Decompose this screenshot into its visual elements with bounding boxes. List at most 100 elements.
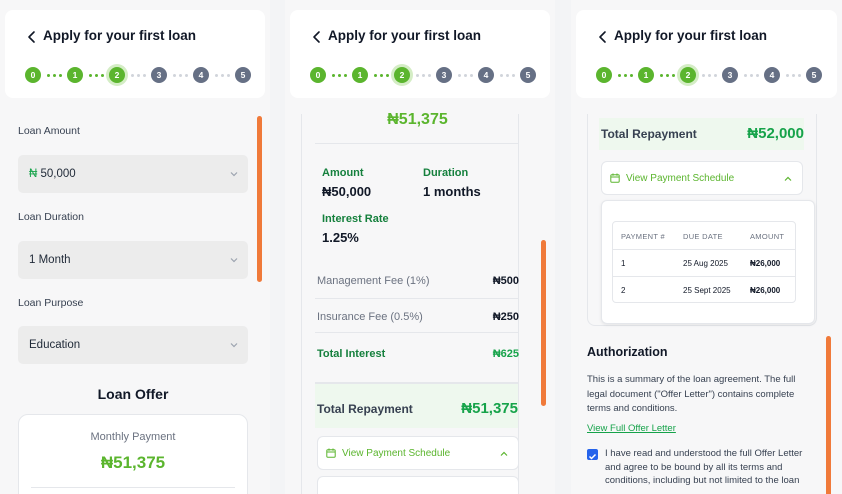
authorization-text: This is a summary of the loan agreement.…: [587, 374, 796, 414]
loan-duration-label: Loan Duration: [18, 211, 84, 223]
back-arrow-icon[interactable]: [310, 30, 324, 44]
header: Apply for your first loan 0 1 2 3 4 5: [290, 10, 550, 98]
loan-purpose-select[interactable]: Education: [18, 326, 248, 364]
chevron-down-icon: [230, 258, 238, 263]
step-5: 5: [235, 67, 251, 83]
step-5: 5: [520, 67, 536, 83]
back-arrow-icon[interactable]: [596, 30, 610, 44]
chevron-up-icon: [784, 176, 792, 181]
divider: [315, 143, 518, 144]
loan-amount-label: Loan Amount: [18, 125, 80, 137]
insurance-fee-label: Insurance Fee (0.5%): [317, 311, 423, 323]
view-payment-schedule-button[interactable]: View Payment Schedule: [601, 161, 803, 195]
total-repayment-value: ₦51,375: [461, 400, 518, 417]
step-2: 2: [680, 67, 696, 83]
monthly-payment-value: ₦51,375: [100, 453, 166, 472]
chevron-down-icon: [230, 343, 238, 348]
loan-purpose-value: Education: [29, 339, 81, 351]
loan-purpose-label: Loan Purpose: [18, 297, 84, 309]
currency-symbol: ₦: [29, 168, 38, 180]
scrollbar[interactable]: [257, 116, 262, 282]
schedule-content-card: [317, 476, 519, 494]
step-2: 2: [394, 67, 410, 83]
total-repayment-label: Total Repayment: [601, 127, 697, 141]
page-title: Apply for your first loan: [614, 28, 768, 43]
total-repayment-box: Total Repayment ₦52,000: [599, 118, 804, 150]
loan-offer-card: Monthly Payment ₦51,375: [18, 414, 248, 494]
management-fee-label: Management Fee (1%): [317, 275, 430, 287]
calendar-icon: [610, 173, 620, 183]
page-title: Apply for your first loan: [43, 28, 197, 43]
chevron-up-icon: [500, 451, 508, 456]
total-repayment-box: Total Repayment ₦51,375: [315, 382, 518, 428]
amount-value: ₦50,000: [322, 184, 372, 199]
step-1: 1: [638, 67, 654, 83]
header: Apply for your first loan 0 1 2 3 4 5: [576, 10, 837, 98]
step-1: 1: [352, 67, 368, 83]
management-fee-value: ₦500: [492, 275, 519, 287]
summary-top-amount: ₦51,375: [387, 111, 448, 128]
step-1: 1: [67, 67, 83, 83]
step-2: 2: [109, 67, 125, 83]
duration-label: Duration: [423, 167, 469, 179]
loan-amount-value: 50,000: [40, 168, 76, 180]
loan-summary-panel: Apply for your first loan 0 1 2 3 4 5 ₦5…: [285, 0, 555, 494]
divider: [315, 298, 518, 299]
loan-amount-select[interactable]: ₦ 50,000: [18, 155, 248, 193]
loan-duration-value: 1 Month: [29, 254, 71, 266]
step-5: 5: [806, 67, 822, 83]
chevron-down-icon: [230, 172, 238, 177]
page-title: Apply for your first loan: [328, 28, 482, 43]
view-payment-schedule-label: View Payment Schedule: [626, 173, 735, 184]
table-cell-date: 25 Sept 2025: [683, 286, 731, 295]
step-0: 0: [596, 67, 612, 83]
loan-form-panel: Apply for your first loan 0 1 2 3 4 5 Lo…: [0, 0, 270, 494]
loan-offer-title: Loan Offer: [97, 386, 169, 402]
total-repayment-label: Total Repayment: [317, 402, 413, 416]
view-payment-schedule-label: View Payment Schedule: [342, 448, 451, 459]
stepper: 0 1 2 3 4 5: [25, 67, 255, 83]
summary-card: [587, 114, 817, 326]
header: Apply for your first loan 0 1 2 3 4 5: [5, 10, 265, 98]
insurance-fee-value: ₦250: [492, 311, 519, 323]
payment-schedule-table-card: PAYMENT # DUE DATE AMOUNT 1 25 Aug 2025 …: [601, 200, 815, 324]
monthly-payment-label: Monthly Payment: [90, 431, 176, 443]
total-interest-value: ₦625: [492, 348, 519, 360]
authorization-title: Authorization: [587, 345, 668, 359]
back-arrow-icon[interactable]: [25, 30, 39, 44]
table-cell-date: 25 Aug 2025: [683, 259, 728, 268]
step-0: 0: [25, 67, 41, 83]
summary-card: [301, 114, 519, 494]
step-4: 4: [764, 67, 780, 83]
total-interest-label: Total Interest: [317, 348, 386, 360]
checkmark-icon: [588, 453, 597, 460]
step-4: 4: [193, 67, 209, 83]
divider: [31, 487, 235, 488]
duration-value: 1 months: [423, 184, 481, 199]
table-cell-payment: 2: [621, 286, 626, 295]
column-header-payment: PAYMENT #: [621, 232, 665, 241]
table-cell-amount: ₦26,000: [750, 286, 781, 295]
scrollbar[interactable]: [541, 240, 546, 406]
scrollbar[interactable]: [826, 336, 831, 494]
interest-rate-label: Interest Rate: [322, 213, 389, 225]
step-0: 0: [310, 67, 326, 83]
table-cell-amount: ₦26,000: [750, 259, 781, 268]
step-4: 4: [478, 67, 494, 83]
loan-duration-select[interactable]: 1 Month: [18, 241, 248, 279]
amount-label: Amount: [322, 167, 364, 179]
step-3: 3: [436, 67, 452, 83]
stepper: 0 1 2 3 4 5: [310, 67, 540, 83]
agree-checkbox[interactable]: [587, 449, 598, 460]
interest-rate-value: 1.25%: [322, 230, 359, 245]
view-payment-schedule-button[interactable]: View Payment Schedule: [317, 436, 519, 470]
view-offer-letter-link[interactable]: View Full Offer Letter: [587, 423, 676, 434]
stepper: 0 1 2 3 4 5: [596, 67, 826, 83]
column-header-amount: AMOUNT: [750, 232, 785, 241]
payment-schedule-table: PAYMENT # DUE DATE AMOUNT 1 25 Aug 2025 …: [612, 221, 796, 303]
calendar-icon: [326, 448, 336, 458]
column-header-due-date: DUE DATE: [683, 232, 723, 241]
divider: [315, 332, 518, 333]
agree-checkbox-label: I have read and understood the full Offe…: [605, 448, 803, 486]
step-3: 3: [151, 67, 167, 83]
